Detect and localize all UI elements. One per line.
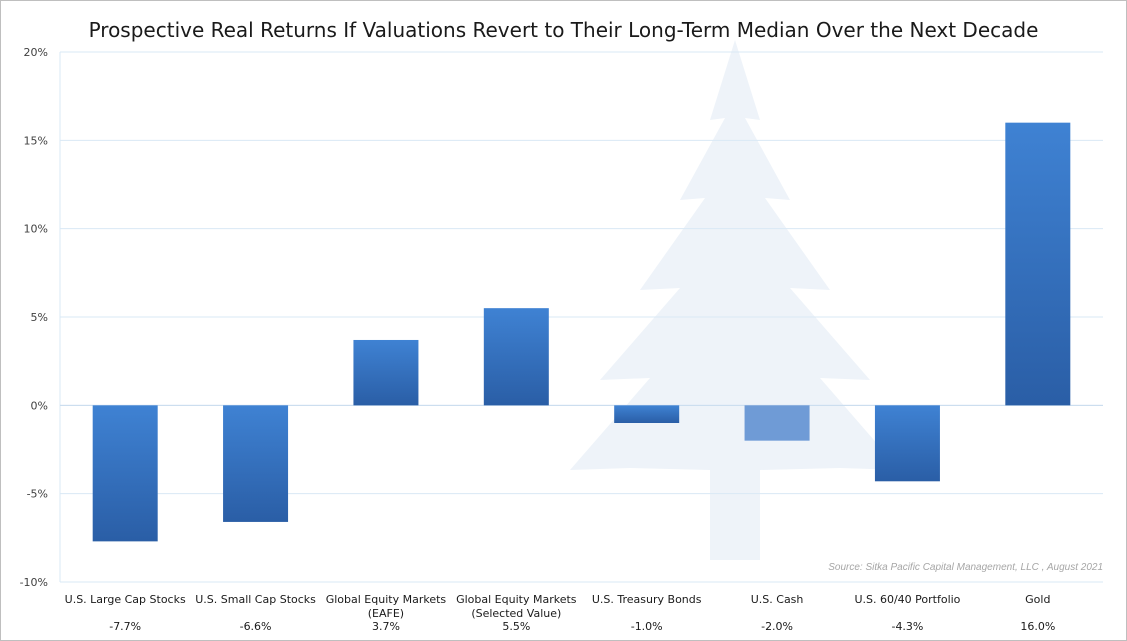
value-label: 5.5% xyxy=(502,620,530,633)
tree-watermark-shape xyxy=(570,40,900,560)
source-note: Source: Sitka Pacific Capital Management… xyxy=(828,562,1103,573)
x-axis-labels: U.S. Large Cap Stocks U.S. Small Cap Stoc… xyxy=(65,593,1051,620)
y-tick-label: -5% xyxy=(27,488,48,501)
x-tick-label: U.S. 60/40 Portfolio xyxy=(854,593,960,606)
bar xyxy=(614,405,680,423)
value-label: 3.7% xyxy=(372,620,400,633)
x-tick-label: U.S. Cash xyxy=(751,593,804,606)
bar xyxy=(92,405,158,542)
bars xyxy=(92,122,1071,542)
bar xyxy=(483,308,549,406)
value-label: -7.7% xyxy=(109,620,141,633)
y-tick-label: 10% xyxy=(24,223,48,236)
bar xyxy=(744,405,810,441)
value-labels: -7.7% -6.6% 3.7% 5.5% -1.0% -2.0% -4.3% 16.0% xyxy=(109,620,1055,633)
bar xyxy=(874,405,940,482)
value-label: -6.6% xyxy=(240,620,272,633)
gridlines xyxy=(59,51,1103,583)
x-tick-label: Global Equity Markets (Selected Value) xyxy=(456,593,577,620)
x-tick-label: U.S. Treasury Bonds xyxy=(592,593,702,606)
y-tick-label: -10% xyxy=(20,576,48,589)
value-label: -4.3% xyxy=(891,620,923,633)
y-tick-label: 5% xyxy=(31,311,48,324)
value-label: -1.0% xyxy=(631,620,663,633)
y-tick-label: 20% xyxy=(24,46,48,59)
bar xyxy=(1005,122,1071,406)
y-tick-label: 15% xyxy=(24,134,48,147)
tree-watermark xyxy=(570,40,900,560)
bar xyxy=(353,339,419,406)
x-tick-label: U.S. Small Cap Stocks xyxy=(195,593,316,606)
y-tick-label: 0% xyxy=(31,399,48,412)
value-label: 16.0% xyxy=(1020,620,1055,633)
bar xyxy=(223,405,289,522)
chart-title: Prospective Real Returns If Valuations R… xyxy=(88,18,1039,42)
y-axis-ticks: -10% -5% 0% 5% 10% 15% 20% xyxy=(20,46,48,589)
x-tick-label: U.S. Large Cap Stocks xyxy=(65,593,186,606)
value-label: -2.0% xyxy=(761,620,793,633)
x-tick-label: Gold xyxy=(1025,593,1050,606)
x-tick-label: Global Equity Markets (EAFE) xyxy=(326,593,447,620)
